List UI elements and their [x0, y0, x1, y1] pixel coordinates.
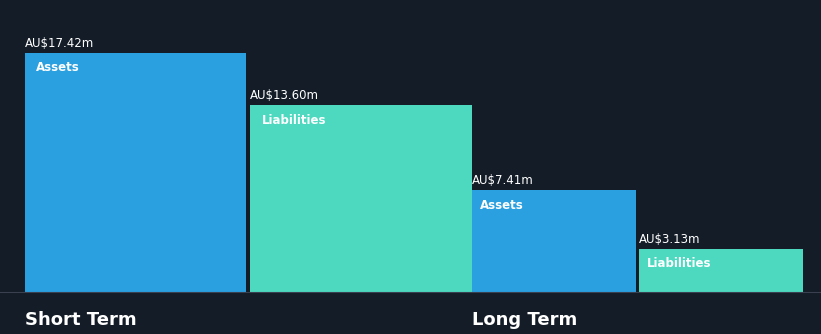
Text: Liabilities: Liabilities — [262, 114, 326, 127]
Bar — [639, 249, 803, 292]
Text: Assets: Assets — [36, 61, 80, 74]
Text: Long Term: Long Term — [472, 311, 577, 329]
Text: Short Term: Short Term — [25, 311, 136, 329]
Bar — [250, 105, 472, 292]
Text: AU$3.13m: AU$3.13m — [639, 233, 700, 246]
Text: AU$17.42m: AU$17.42m — [25, 37, 94, 50]
Text: Liabilities: Liabilities — [647, 258, 712, 271]
Text: AU$7.41m: AU$7.41m — [472, 174, 534, 187]
Bar — [25, 53, 246, 292]
Text: Assets: Assets — [480, 199, 524, 212]
Bar — [472, 190, 636, 292]
Text: AU$13.60m: AU$13.60m — [250, 89, 319, 102]
